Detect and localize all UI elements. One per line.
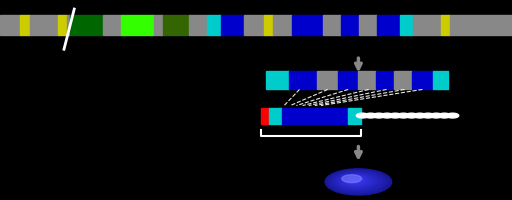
Bar xyxy=(58,16,67,36)
Circle shape xyxy=(342,175,361,183)
Bar xyxy=(264,16,273,36)
Circle shape xyxy=(335,173,378,190)
Circle shape xyxy=(327,170,390,194)
Circle shape xyxy=(331,171,384,192)
Bar xyxy=(394,72,412,90)
Circle shape xyxy=(345,177,365,185)
Circle shape xyxy=(329,171,386,193)
Circle shape xyxy=(352,179,355,181)
Circle shape xyxy=(342,176,369,186)
Bar xyxy=(30,16,58,36)
Bar xyxy=(441,16,450,36)
Circle shape xyxy=(334,172,380,191)
Bar xyxy=(433,72,448,90)
Circle shape xyxy=(389,114,401,118)
Bar xyxy=(282,108,348,124)
Circle shape xyxy=(346,177,363,184)
Circle shape xyxy=(438,114,451,118)
Bar xyxy=(189,16,207,36)
Bar xyxy=(450,16,512,36)
Bar xyxy=(20,16,30,36)
Circle shape xyxy=(344,176,367,185)
Bar xyxy=(341,16,359,36)
Circle shape xyxy=(351,179,357,182)
Bar xyxy=(207,16,221,36)
Bar xyxy=(0,16,20,36)
Bar xyxy=(317,72,338,90)
Bar xyxy=(413,16,441,36)
Circle shape xyxy=(348,178,361,183)
Bar xyxy=(358,72,376,90)
Bar xyxy=(121,16,154,36)
Bar xyxy=(244,16,264,36)
Bar xyxy=(154,16,163,36)
Bar xyxy=(163,16,189,36)
Circle shape xyxy=(406,114,418,118)
Circle shape xyxy=(349,178,359,182)
Bar xyxy=(289,72,317,90)
Circle shape xyxy=(397,114,410,118)
Circle shape xyxy=(446,114,459,118)
Circle shape xyxy=(339,175,373,188)
Circle shape xyxy=(328,170,388,194)
Circle shape xyxy=(381,114,393,118)
Bar xyxy=(338,72,358,90)
Circle shape xyxy=(414,114,426,118)
Bar xyxy=(412,72,433,90)
Circle shape xyxy=(356,114,369,118)
Bar xyxy=(400,16,413,36)
Bar xyxy=(377,16,400,36)
Bar xyxy=(67,16,70,36)
Circle shape xyxy=(340,175,371,187)
Bar xyxy=(269,108,282,124)
Bar xyxy=(348,108,361,124)
Circle shape xyxy=(338,174,374,188)
Bar xyxy=(292,16,323,36)
Circle shape xyxy=(430,114,442,118)
Bar xyxy=(70,16,103,36)
Bar xyxy=(376,72,394,90)
Bar xyxy=(261,108,269,124)
Bar xyxy=(103,16,121,36)
Bar xyxy=(221,16,244,36)
Circle shape xyxy=(325,169,392,195)
Bar xyxy=(359,16,377,36)
Circle shape xyxy=(332,172,382,191)
Circle shape xyxy=(422,114,434,118)
Circle shape xyxy=(336,173,376,189)
Bar xyxy=(323,16,341,36)
Circle shape xyxy=(373,114,385,118)
Circle shape xyxy=(365,114,377,118)
Bar xyxy=(266,72,289,90)
Bar xyxy=(273,16,292,36)
